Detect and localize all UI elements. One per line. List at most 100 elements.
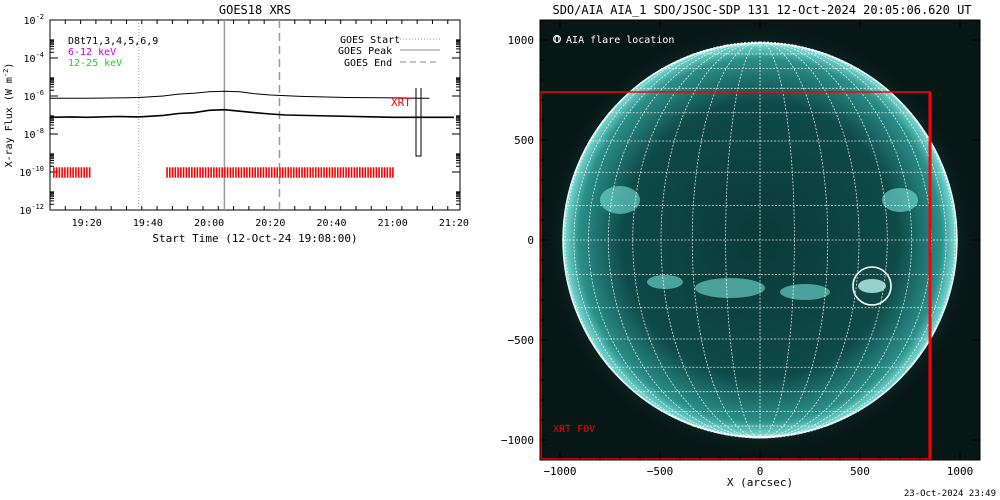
longitude-line [632,41,761,439]
goes-y-tick-base: 10 [19,206,31,217]
goes-flux-series [50,108,454,119]
longitude-line [759,41,829,439]
xrt-coverage-tick [166,167,168,178]
xrt-coverage-tick [191,167,193,178]
xrt-coverage-tick [281,167,284,178]
legend-left-high-energy: 12-25 keV [68,58,122,69]
xrt-coverage-tick [169,167,171,178]
xrt-coverage-tick [328,167,331,178]
xrt-coverage-tick [248,167,251,178]
goes-x-axis: 19:20 19:40 20:00 20:20 20:40 21:00 21:20 [49,20,469,229]
xrt-coverage-tick [254,167,256,178]
legend-left-low-energy: 6-12 keV [68,47,116,58]
xrt-coverage-tick [66,167,69,178]
aia-y-axis: 1000 500 0 −500 −1000 [501,19,980,461]
aia-x-tick-label: −500 [647,465,674,478]
xrt-coverage-tick [279,167,281,178]
goes-x-tick-label: 20:40 [316,218,346,229]
xrt-coverage-tick [69,167,72,178]
xrt-coverage-tick [257,167,259,178]
xrt-gap-marker [415,88,422,157]
xrt-coverage-tick [356,167,358,178]
xrt-coverage-tick [273,167,276,178]
xrt-coverage-tick [213,167,215,178]
xrt-coverage-tick [284,167,287,178]
xrt-coverage-tick [325,167,328,178]
longitude-line [759,41,860,439]
xrt-coverage-tick [301,167,303,178]
xrt-coverage-tick [345,167,347,178]
goes-y-tick-base: 10 [24,54,36,65]
goes-y-tick-exp: -6 [36,89,44,97]
active-regions [600,186,918,300]
xrt-coverage-tick [188,167,190,178]
goes-title: GOES18 XRS [219,3,291,17]
goes-y-tick-base: 10 [24,130,36,141]
goes-plot-frame [49,19,461,211]
goes-y-tick-base: 10 [24,16,36,27]
longitude-line [759,41,947,439]
goes-x-tick-label: 19:40 [133,218,163,229]
xrt-coverage-tick [80,167,83,178]
aia-y-tick-label: −1000 [501,434,534,447]
aia-y-tick-label: 0 [527,234,534,247]
xrt-coverage-tick [265,167,268,178]
xrt-coverage-tick [323,167,325,178]
aia-title: SDO/AIA AIA_1 SDO/JSOC-SDP 131 12-Oct-20… [552,3,971,17]
xrt-coverage-tick [221,167,223,178]
longitude-line [759,41,888,439]
xrt-coverage-tick [334,167,336,178]
xrt-coverage-tick [339,167,342,178]
xrt-coverage-tick [342,167,345,178]
longitude-line [725,41,761,439]
goes-y-label-text: X-ray Flux (W m [4,77,15,167]
goes-y-label-end: ) [4,63,15,69]
xrt-coverage-tick [290,167,292,178]
xrt-coverage-tick [372,167,375,178]
xrt-coverage-tick [375,167,378,178]
goes-x-tick-label: 20:20 [255,218,285,229]
aia-y-tick-label: 1000 [508,34,535,47]
aia-x-tick-label: 0 [757,465,764,478]
longitude-line [759,41,913,439]
legend-goes-end: GOES End [344,58,392,69]
goes-series [50,90,454,119]
goes-y-tick-exp: -2 [36,13,44,21]
longitude-line [588,41,761,439]
xrt-coverage-tick [215,167,218,178]
xrt-coverage-tick [199,167,201,178]
xrt-coverage-tick [237,167,240,178]
aia-x-tick-label: 500 [850,465,870,478]
xrt-coverage-tick [262,167,265,178]
xrt-coverage-tick [83,167,85,178]
goes-y-tick-base: 10 [19,168,31,179]
xrt-coverage-tick [75,167,77,178]
xrt-coverage-tick [218,167,221,178]
xrt-coverage-tick [55,167,58,178]
goes-y-tick-exp: -4 [36,51,44,59]
longitude-line [691,41,761,439]
xrt-coverage-tick [303,167,306,178]
xrt-coverage-tick [210,167,212,178]
goes-y-tick-exp: -12 [31,203,44,211]
goes-y-tick-label: 10-2 [24,13,44,27]
flare-circle [852,266,892,306]
aia-y-tick-label: −500 [508,334,535,347]
legend-left-detectors: D8t71,3,4,5,6,9 [68,36,158,47]
goes-x-tick-label: 21:20 [439,218,469,229]
xrt-coverage-tick [370,167,372,178]
flare-location-marker [852,266,892,306]
xrt-coverage-tick [359,167,361,178]
xrt-coverage-tick [182,167,185,178]
xrt-coverage-tick [298,167,301,178]
longitude-line [759,41,932,439]
xrt-coverage-tick [386,167,389,178]
xrt-coverage-tick [240,167,243,178]
goes-y-tick-exp: -8 [36,127,44,135]
goes-y-tick-label: 10-6 [24,89,44,103]
xrt-coverage-tick [77,167,80,178]
longitude-line [759,41,795,439]
